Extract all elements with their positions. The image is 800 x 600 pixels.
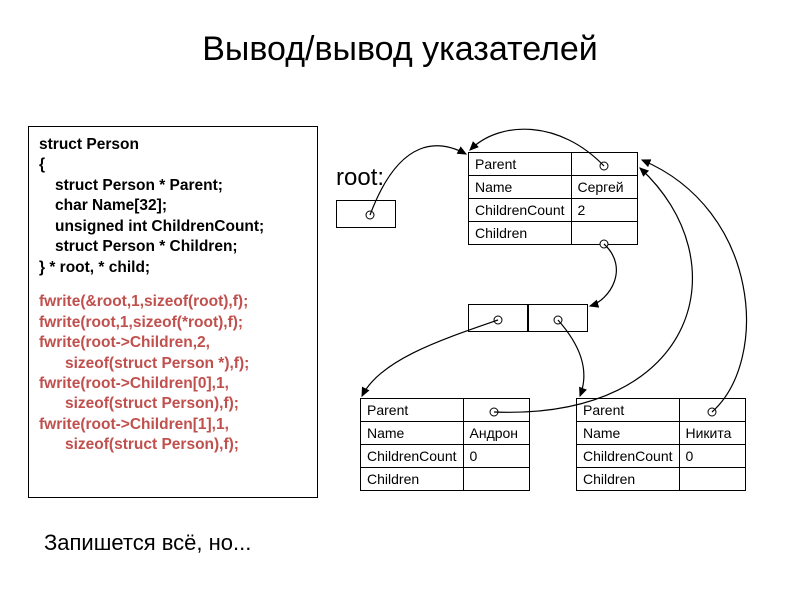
field-label: Parent xyxy=(469,153,572,176)
field-value: Никита xyxy=(679,422,745,445)
code-line: struct Person * Children; xyxy=(39,237,307,257)
code-line: char Name[32]; xyxy=(39,196,307,216)
field-value: 0 xyxy=(679,445,745,468)
bottom-note: Запишется всё, но... xyxy=(44,530,251,556)
child1-struct: Parent NameНикита ChildrenCount0 Childre… xyxy=(576,398,746,491)
field-label: ChildrenCount xyxy=(577,445,680,468)
field-label: Name xyxy=(577,422,680,445)
field-value xyxy=(571,153,637,176)
field-label: ChildrenCount xyxy=(469,199,572,222)
code-line: fwrite(root->Children,2, xyxy=(39,333,307,353)
field-value xyxy=(679,468,745,491)
root-label: root: xyxy=(336,164,384,192)
field-value: Андрон xyxy=(463,422,529,445)
children-array-cell-1 xyxy=(528,304,588,332)
code-line: fwrite(&root,1,sizeof(root),f); xyxy=(39,292,307,312)
field-label: Name xyxy=(469,176,572,199)
code-box: struct Person { struct Person * Parent; … xyxy=(28,126,318,498)
field-label: Children xyxy=(361,468,464,491)
code-line: { xyxy=(39,155,307,175)
field-label: Children xyxy=(577,468,680,491)
field-value: 0 xyxy=(463,445,529,468)
code-line: sizeof(struct Person *),f); xyxy=(39,354,307,374)
page-title: Вывод/вывод указателей xyxy=(0,30,800,69)
code-line: sizeof(struct Person),f); xyxy=(39,394,307,414)
code-line: struct Person xyxy=(39,135,307,155)
code-line: struct Person * Parent; xyxy=(39,176,307,196)
field-label: Parent xyxy=(361,399,464,422)
children-array-cell-0 xyxy=(468,304,528,332)
field-label: Parent xyxy=(577,399,680,422)
code-line: fwrite(root->Children[0],1, xyxy=(39,374,307,394)
child0-struct: Parent NameАндрон ChildrenCount0 Childre… xyxy=(360,398,530,491)
root-pointer-cell xyxy=(336,200,396,228)
field-value xyxy=(463,468,529,491)
root-struct: Parent NameСергей ChildrenCount2 Childre… xyxy=(468,152,638,245)
code-line: sizeof(struct Person),f); xyxy=(39,435,307,455)
field-value: Сергей xyxy=(571,176,637,199)
field-value xyxy=(679,399,745,422)
code-line: fwrite(root->Children[1],1, xyxy=(39,415,307,435)
code-line: } * root, * child; xyxy=(39,258,307,278)
code-line: fwrite(root,1,sizeof(*root),f); xyxy=(39,313,307,333)
field-label: Children xyxy=(469,222,572,245)
code-line: unsigned int ChildrenCount; xyxy=(39,217,307,237)
field-value: 2 xyxy=(571,199,637,222)
field-value xyxy=(463,399,529,422)
field-value xyxy=(571,222,637,245)
field-label: ChildrenCount xyxy=(361,445,464,468)
field-label: Name xyxy=(361,422,464,445)
